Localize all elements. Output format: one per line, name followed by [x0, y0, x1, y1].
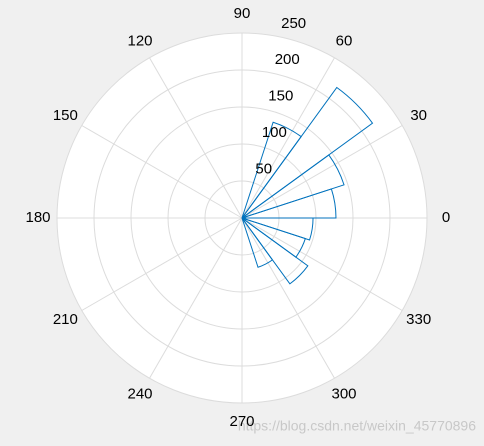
grid-spoke: [241, 217, 335, 379]
theta-tick-label: 180: [25, 209, 50, 226]
theta-tick-label: 270: [229, 413, 254, 430]
theta-tick-label: 330: [406, 311, 431, 328]
theta-tick-label: 0: [442, 209, 450, 226]
grid-spoke: [149, 217, 243, 379]
theta-tick-label: 240: [127, 386, 152, 403]
r-tick-label: 150: [268, 88, 293, 105]
grid-spoke: [241, 57, 335, 219]
r-tick-label: 250: [281, 15, 306, 32]
watermark: https://blog.csdn.net/weixin_45770896: [238, 418, 476, 434]
bar: [241, 86, 374, 219]
grid-spoke: [241, 125, 403, 219]
r-tick-label: 100: [262, 124, 287, 141]
grid-spoke: [149, 57, 243, 219]
theta-tick-label: 210: [53, 311, 78, 328]
theta-tick-label: 300: [331, 386, 356, 403]
theta-tick-label: 90: [234, 5, 251, 22]
theta-tick-label: 30: [410, 107, 427, 124]
grid-spoke: [241, 217, 403, 311]
theta-tick-label: 150: [53, 107, 78, 124]
grid-spoke: [81, 217, 243, 311]
theta-tick-label: 60: [336, 32, 353, 49]
grid-spoke: [81, 125, 243, 219]
bar: [241, 121, 302, 219]
theta-tick-label: 120: [127, 32, 152, 49]
r-tick-label: 200: [275, 51, 300, 68]
r-tick-label: 50: [255, 161, 272, 178]
bar: [241, 217, 309, 285]
